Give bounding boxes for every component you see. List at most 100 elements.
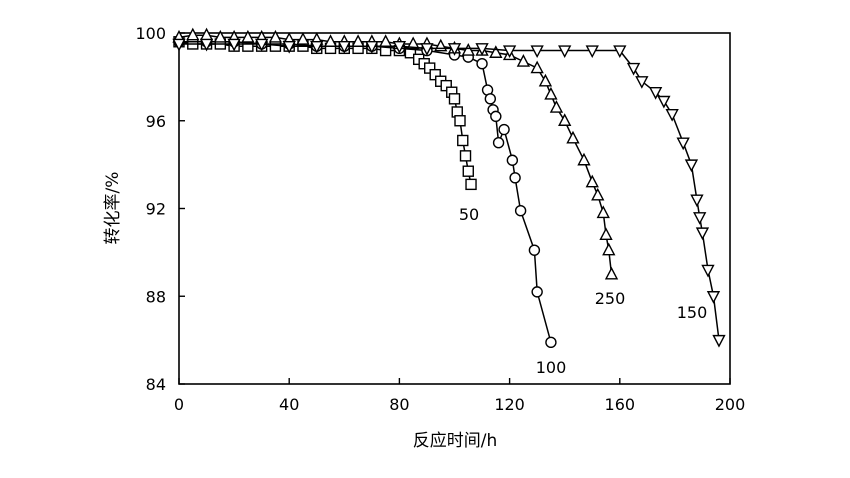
triangle-down-marker (475, 43, 489, 56)
x-tick-label: 40 (279, 395, 299, 414)
triangle-down-marker (613, 45, 627, 59)
triangle-down-marker (254, 38, 269, 52)
series-line (179, 41, 552, 343)
series-line (178, 34, 613, 275)
triangle-down-marker (701, 264, 715, 278)
triangle-up-marker (351, 34, 365, 47)
triangle-down-marker (310, 40, 324, 54)
series-layer (172, 27, 726, 349)
triangle-up-marker (489, 45, 503, 58)
triangle-up-marker (591, 187, 605, 201)
triangle-up-marker (585, 174, 599, 188)
triangle-up-marker (516, 54, 531, 67)
triangle-up-marker (549, 100, 564, 113)
square-marker (457, 134, 469, 147)
triangle-down-marker (558, 45, 572, 59)
triangle-up-marker (199, 27, 214, 41)
triangle-down-marker (199, 38, 214, 52)
y-tick-label: 100 (135, 24, 166, 43)
series-label-250: 250 (595, 289, 626, 308)
triangle-up-marker (566, 130, 580, 144)
triangle-up-marker (268, 29, 283, 43)
triangle-down-marker (657, 95, 671, 109)
triangle-up-marker (461, 43, 475, 56)
triangle-up-marker (596, 205, 610, 219)
square-marker (448, 93, 461, 105)
triangle-up-marker (599, 227, 613, 241)
triangle-down-marker (585, 45, 599, 59)
x-tick-label: 200 (715, 395, 746, 414)
triangle-up-marker (378, 34, 393, 47)
triangle-down-marker (665, 108, 679, 122)
triangle-down-marker (282, 40, 296, 54)
square-marker (459, 150, 472, 162)
series-100 (173, 36, 557, 349)
series-50 (173, 36, 477, 191)
triangle-down-marker (392, 40, 407, 54)
triangle-up-marker (241, 29, 255, 43)
triangle-down-marker (706, 291, 721, 304)
triangle-down-marker (693, 212, 707, 225)
x-axis-label: 反应时间/h (413, 431, 498, 451)
triangle-down-marker (695, 227, 710, 241)
triangle-down-marker (684, 159, 699, 173)
circle-marker (492, 136, 505, 149)
triangle-down-marker (227, 38, 241, 52)
x-tick-label: 160 (605, 395, 636, 414)
triangle-down-marker (502, 45, 517, 59)
triangle-down-marker (648, 87, 663, 100)
triangle-down-marker (635, 76, 649, 89)
x-tick-label: 120 (494, 395, 525, 414)
circle-marker (490, 110, 502, 123)
y-tick-label: 84 (146, 375, 166, 394)
y-axis-ticks: 84 88 92 96 100 (135, 24, 185, 394)
circle-marker (509, 172, 521, 184)
triangle-up-marker (538, 73, 553, 87)
circle-marker (531, 286, 543, 298)
circle-marker (528, 244, 541, 256)
circle-marker (506, 154, 519, 166)
y-tick-label: 88 (146, 287, 166, 306)
circle-marker (545, 336, 557, 349)
triangle-down-marker (172, 38, 186, 52)
square-marker (465, 178, 477, 191)
triangle-up-marker (558, 113, 572, 126)
circle-marker (514, 204, 527, 217)
y-tick-label: 92 (146, 200, 166, 219)
triangle-up-marker (602, 242, 616, 256)
square-marker (454, 115, 466, 127)
triangle-up-marker (186, 27, 200, 41)
y-tick-label: 96 (146, 112, 166, 131)
triangle-up-marker (530, 60, 544, 74)
series-label-150: 150 (677, 303, 708, 322)
series-label-100: 100 (536, 358, 567, 377)
triangle-down-marker (690, 194, 704, 208)
triangle-down-marker (626, 62, 641, 76)
series-250 (172, 27, 619, 280)
square-marker (462, 165, 474, 177)
triangle-down-marker (676, 137, 690, 151)
series-150 (172, 38, 726, 348)
x-tick-label: 0 (174, 395, 184, 414)
x-tick-label: 80 (389, 395, 409, 414)
triangle-up-marker (544, 86, 558, 100)
triangle-down-marker (337, 40, 351, 54)
triangle-down-marker (420, 43, 434, 56)
x-axis-ticks: 0 40 80 120 160 200 (174, 378, 745, 414)
triangle-down-marker (530, 45, 544, 59)
triangle-up-marker (296, 32, 310, 45)
triangle-down-marker (712, 334, 726, 348)
square-marker (269, 40, 282, 52)
series-label-50: 50 (459, 205, 479, 224)
triangle-down-marker (447, 43, 462, 56)
triangle-up-marker (604, 266, 619, 280)
circle-marker (484, 93, 497, 105)
triangle-up-marker (406, 36, 420, 50)
triangle-down-marker (365, 40, 379, 54)
triangle-up-marker (577, 152, 591, 166)
circle-marker (498, 123, 510, 136)
triangle-up-marker (213, 29, 227, 43)
series-labels: 50 100 250 150 (459, 205, 707, 377)
y-axis-label: 转化率/% (103, 172, 123, 245)
